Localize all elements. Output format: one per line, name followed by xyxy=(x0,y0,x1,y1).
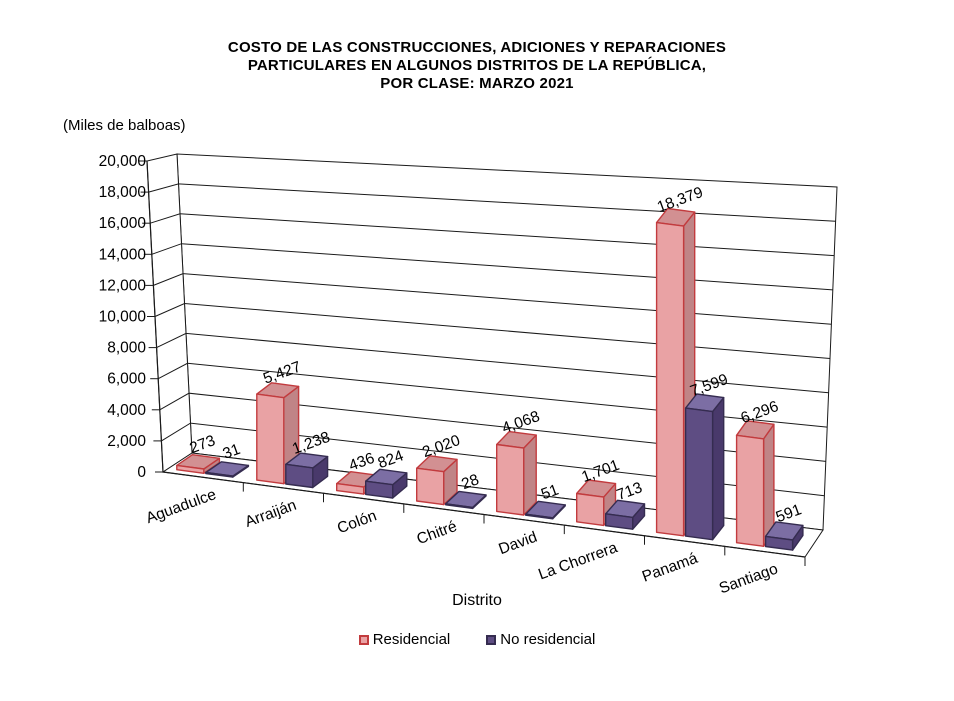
gridline xyxy=(148,183,836,222)
bar-front-face xyxy=(525,513,554,520)
y-axis-tick-label: 6,000 xyxy=(107,371,146,388)
y-axis-tick-label: 12,000 xyxy=(99,277,147,294)
y-axis-tick-label: 20,000 xyxy=(99,153,147,170)
x-axis-title: Distrito xyxy=(452,592,502,609)
bar-residencial-santiago xyxy=(735,420,775,547)
category-label-la-chorrera: La Chorrera xyxy=(536,539,620,583)
gridline xyxy=(161,422,825,497)
bar-no-residencial-aguadulce xyxy=(205,461,250,478)
bar-residencial-panama xyxy=(655,207,696,537)
bar-residencial-aguadulce xyxy=(176,454,221,474)
y-axis-tick-label: 4,000 xyxy=(107,402,146,419)
bar-front-face xyxy=(365,480,394,499)
bar-front-face xyxy=(605,513,634,530)
category-label-colon: Colón xyxy=(335,507,379,537)
bar-front-face xyxy=(655,221,685,537)
category-label-chitre: Chitré xyxy=(415,518,460,548)
legend-swatch-residencial xyxy=(358,634,369,645)
bar-front-face xyxy=(764,535,794,551)
chart-title: COSTO DE LAS CONSTRUCCIONES, ADICIONES Y… xyxy=(0,39,954,93)
bar-front-face xyxy=(285,463,314,489)
legend-label-no-residencial: No residencial xyxy=(500,631,596,648)
gridline xyxy=(150,213,835,257)
bar-no-residencial-colon xyxy=(365,468,408,499)
gridline xyxy=(151,243,833,291)
gridline xyxy=(154,302,831,359)
bar-no-residencial-chitre xyxy=(445,490,487,510)
legend-item-residencial: Residencial xyxy=(358,631,451,648)
bar-front-face xyxy=(205,471,234,478)
y-axis-tick-label: 0 xyxy=(137,464,146,481)
y-axis-tick-label: 2,000 xyxy=(107,433,146,450)
y-axis-line xyxy=(146,160,164,473)
category-label-david: David xyxy=(496,529,539,559)
y-axis-tick-label: 10,000 xyxy=(99,309,147,326)
legend: Residencial No residencial xyxy=(0,631,954,648)
bar-front-face xyxy=(684,407,714,541)
legend-item-no-residencial: No residencial xyxy=(486,631,595,648)
value-label-no-residencial-aguadulce: 31 xyxy=(221,441,243,463)
y-axis-tick-label: 16,000 xyxy=(99,215,147,232)
category-label-arraijan: Arraiján xyxy=(243,497,299,531)
bar-front-face xyxy=(336,482,365,495)
bar-no-residencial-arraijan xyxy=(285,452,329,489)
gridline xyxy=(157,362,828,428)
value-label-no-residencial-chitre: 28 xyxy=(459,471,481,493)
bar-front-face xyxy=(256,393,285,485)
bar-front-face xyxy=(735,434,765,547)
bar-front-face xyxy=(496,443,525,516)
y-axis-tick-label: 18,000 xyxy=(99,184,147,201)
gridline xyxy=(159,392,826,462)
bar-residencial-chitre xyxy=(416,455,458,506)
y-axis-unit-label: (Miles de balboas) xyxy=(63,117,186,134)
chart-title-line-2: PARTICULARES EN ALGUNOS DISTRITOS DE LA … xyxy=(247,57,707,74)
bar-no-residencial-david xyxy=(525,500,566,520)
legend-label-residencial: Residencial xyxy=(372,631,451,648)
bar-no-residencial-panama xyxy=(684,393,725,541)
category-label-aguadulce: Aguadulce xyxy=(144,486,219,527)
bar-front-face xyxy=(176,464,205,474)
value-label-no-residencial-david: 51 xyxy=(539,481,561,503)
y-axis-tick-label: 14,000 xyxy=(99,246,147,263)
bar-front-face xyxy=(416,467,445,506)
gridline xyxy=(156,332,829,394)
bar-front-face xyxy=(576,492,605,527)
bar-front-face xyxy=(445,503,474,510)
bar-side-face xyxy=(711,396,725,541)
category-label-panama: Panamá xyxy=(640,550,700,586)
bar-no-residencial-la-chorrera xyxy=(605,499,646,530)
gridline xyxy=(153,273,832,325)
chart-title-line-1: COSTO DE LAS CONSTRUCCIONES, ADICIONES Y… xyxy=(227,39,727,56)
chart-title-line-3: POR CLASE: MARZO 2021 xyxy=(380,75,574,92)
bar-residencial-david xyxy=(496,430,537,516)
bar-no-residencial-santiago xyxy=(764,521,804,551)
legend-swatch-no-residencial xyxy=(486,634,497,645)
y-axis-tick-label: 8,000 xyxy=(107,340,146,357)
